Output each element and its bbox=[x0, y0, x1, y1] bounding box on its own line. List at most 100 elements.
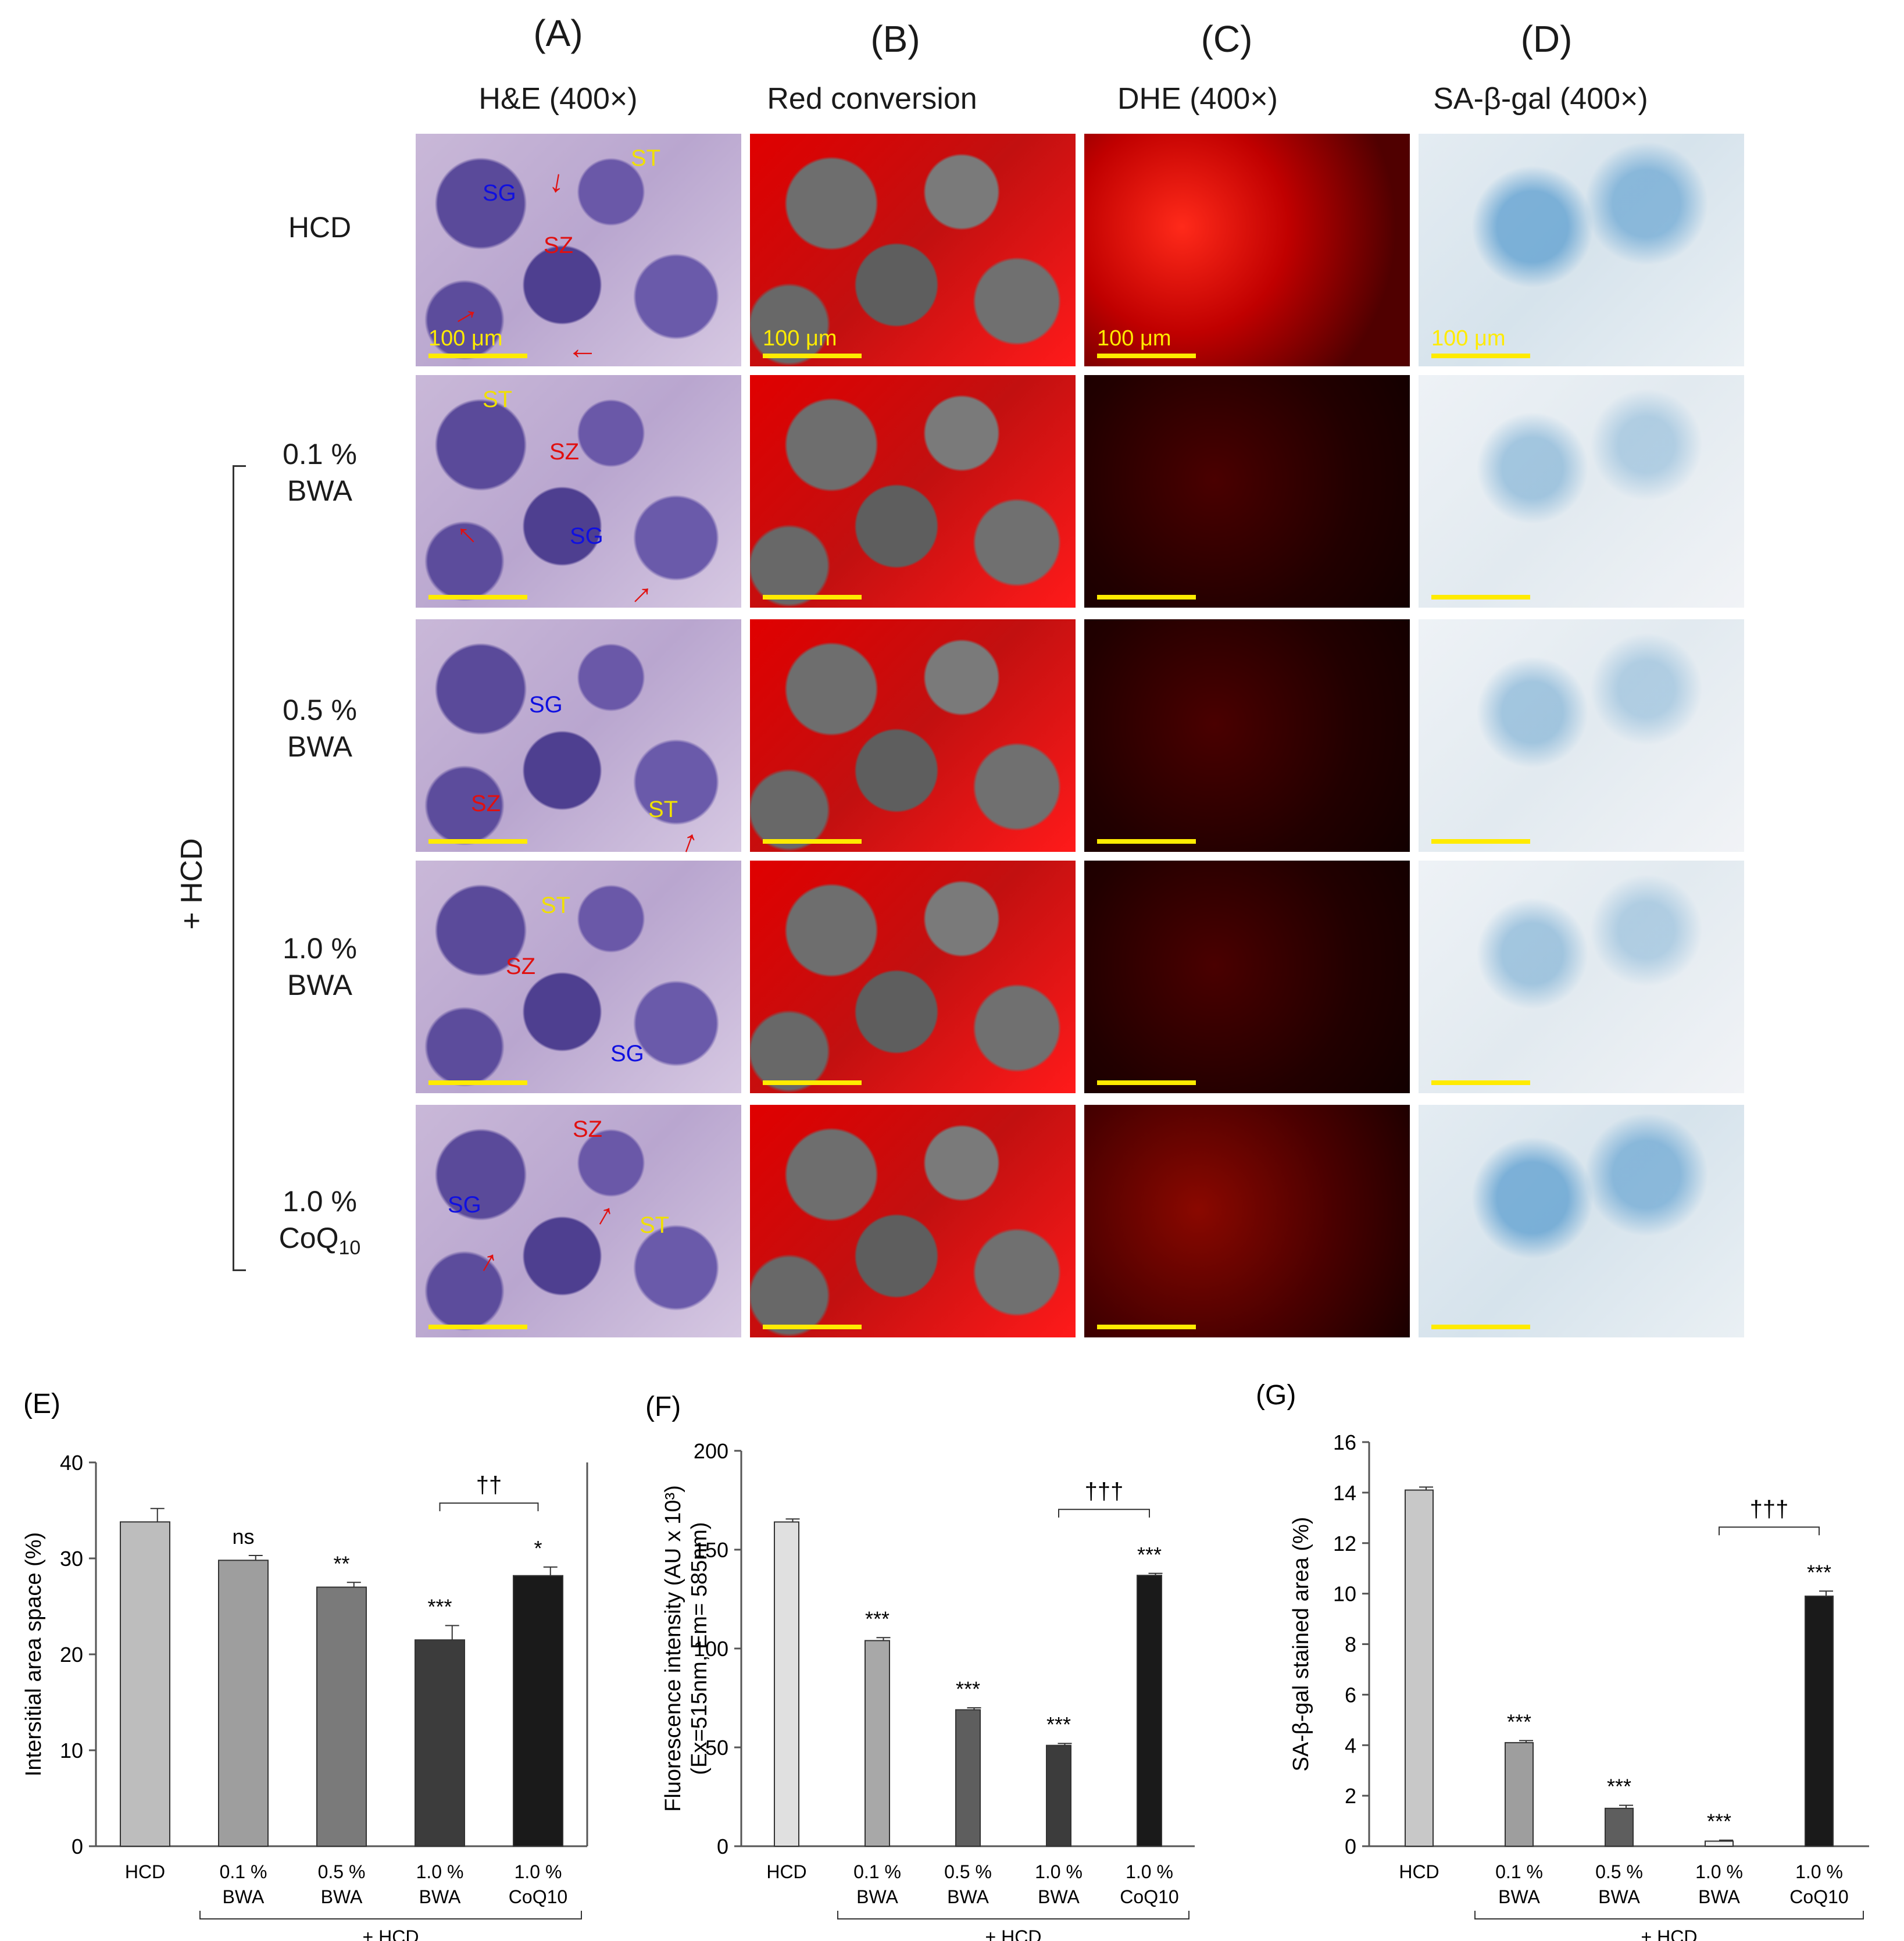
micrograph-sa-beta-gal: 100 μm bbox=[1419, 134, 1744, 366]
bar bbox=[955, 1709, 981, 1847]
x-tick-label: HCD bbox=[125, 1861, 165, 1882]
y-tick-label: 16 bbox=[1333, 1430, 1356, 1454]
y-tick-label: 0 bbox=[717, 1835, 728, 1858]
x-tick-label: BWA bbox=[419, 1886, 461, 1907]
bar bbox=[120, 1521, 170, 1847]
x-tick-label: 0.1 % bbox=[220, 1861, 267, 1882]
micrograph-dhe bbox=[1084, 861, 1410, 1093]
y-tick-label: 100 bbox=[694, 1637, 728, 1661]
x-tick-label: BWA bbox=[1598, 1886, 1640, 1907]
scale-label: 100 μm bbox=[1431, 326, 1506, 351]
y-axis-label: Intersitial area space (%) bbox=[22, 1532, 46, 1776]
scale-bar bbox=[1431, 1080, 1530, 1085]
bar bbox=[1805, 1595, 1834, 1847]
arrow-icon: → bbox=[567, 341, 598, 376]
bar bbox=[513, 1575, 563, 1847]
scale-bar bbox=[1097, 839, 1196, 844]
x-tick-label: 1.0 % bbox=[416, 1861, 464, 1882]
micrograph-red-conversion bbox=[750, 1105, 1076, 1337]
scale-bar bbox=[1097, 1080, 1196, 1085]
row-label-line1: 1.0 % bbox=[283, 932, 357, 965]
arrow-icon: → bbox=[542, 166, 583, 203]
bar bbox=[1505, 1742, 1534, 1847]
group-label: + HCD bbox=[363, 1926, 419, 1941]
scale-bar bbox=[763, 1325, 862, 1329]
scale-bar bbox=[1431, 354, 1530, 358]
x-tick-label: BWA bbox=[1698, 1886, 1740, 1907]
scale-label: 100 μm bbox=[428, 326, 503, 351]
micrograph-sa-beta-gal bbox=[1419, 1105, 1744, 1337]
row-label-line1: HCD bbox=[288, 211, 352, 244]
significance-label: *** bbox=[865, 1607, 890, 1630]
x-tick-label: CoQ10 bbox=[1120, 1886, 1178, 1907]
x-tick-label: HCD bbox=[1399, 1861, 1439, 1882]
bracket-label: ††† bbox=[1085, 1479, 1124, 1504]
tag-sg: SG bbox=[570, 523, 603, 549]
x-tick-label: HCD bbox=[766, 1861, 806, 1882]
row-label-bwa-0-5: 0.5 % BWA bbox=[233, 692, 407, 765]
x-tick-label: 0.5 % bbox=[1595, 1861, 1643, 1882]
y-axis-label: SA-β-gal stained area (%) bbox=[1289, 1517, 1313, 1772]
column-title-sa-beta-gal: SA-β-gal (400×) bbox=[1433, 82, 1648, 116]
scale-bar bbox=[428, 839, 527, 844]
significance-bracket bbox=[1058, 1508, 1150, 1518]
tag-sg: SG bbox=[448, 1192, 481, 1218]
significance-label: *** bbox=[1807, 1560, 1831, 1584]
scale-bar bbox=[428, 1325, 527, 1329]
bar bbox=[865, 1640, 890, 1847]
chart-panel-letter: (G) bbox=[1256, 1380, 1296, 1411]
chart-f: (F) 0 50 100 150 200 Fluorescence intensity (A… bbox=[645, 1391, 1195, 1941]
bracket-label: ††† bbox=[1750, 1496, 1789, 1522]
y-tick-label: 12 bbox=[1333, 1532, 1356, 1555]
significance-label: *** bbox=[956, 1677, 980, 1701]
tag-sz: SZ bbox=[471, 791, 501, 816]
significance-label: *** bbox=[1046, 1712, 1071, 1736]
significance-label: *** bbox=[427, 1595, 452, 1619]
row-label-coq10: 1.0 % CoQ10 bbox=[233, 1183, 407, 1260]
group-bracket bbox=[233, 465, 246, 1271]
bar bbox=[316, 1586, 367, 1847]
scale-bar bbox=[763, 354, 862, 358]
bar bbox=[1405, 1489, 1434, 1847]
group-bracket bbox=[199, 1911, 582, 1919]
scale-bar bbox=[1097, 354, 1196, 358]
bracket-label: †† bbox=[476, 1472, 502, 1498]
significance-label: *** bbox=[1137, 1543, 1162, 1567]
scale-label: 100 μm bbox=[763, 326, 837, 351]
panel-letter-a: (A) bbox=[533, 12, 583, 54]
tag-st: ST bbox=[648, 797, 678, 822]
scale-bar bbox=[1097, 595, 1196, 600]
x-tick-label: BWA bbox=[321, 1886, 363, 1907]
significance-label: ns bbox=[232, 1525, 254, 1548]
y-tick-label: 2 bbox=[1345, 1784, 1356, 1808]
scale-bar bbox=[1097, 1325, 1196, 1329]
micrograph-dhe bbox=[1084, 1105, 1410, 1337]
micrograph-he bbox=[416, 619, 741, 852]
y-tick-label: 150 bbox=[694, 1538, 728, 1562]
chart-panel-letter: (F) bbox=[645, 1391, 681, 1422]
tag-st: ST bbox=[640, 1212, 670, 1238]
tag-st: ST bbox=[483, 387, 513, 412]
panel-letter-c: (C) bbox=[1201, 18, 1253, 60]
x-tick-label: CoQ10 bbox=[509, 1886, 567, 1907]
tag-sz: SZ bbox=[549, 439, 580, 465]
chart-g: (G) 0 2 4 6 8 10 12 14 16 SA-β-gal stained area (%… bbox=[1256, 1380, 1869, 1941]
significance-label: * bbox=[534, 1536, 542, 1560]
bar bbox=[774, 1521, 799, 1847]
x-tick-label: 0.1 % bbox=[1495, 1861, 1543, 1882]
tag-sg: SG bbox=[483, 180, 516, 206]
micrograph-sa-beta-gal bbox=[1419, 619, 1744, 852]
y-tick-label: 20 bbox=[60, 1643, 83, 1667]
x-tick-label: BWA bbox=[947, 1886, 989, 1907]
group-bracket bbox=[1474, 1911, 1864, 1919]
group-label: + HCD bbox=[985, 1926, 1042, 1941]
y-axis-label: Fluorescence intensity (AU x 10³) bbox=[661, 1485, 685, 1812]
row-label-line2: BWA bbox=[287, 968, 353, 1001]
micrograph-red-conversion bbox=[750, 619, 1076, 852]
x-tick-label: BWA bbox=[1038, 1886, 1080, 1907]
tag-st: ST bbox=[631, 145, 661, 171]
micrograph-red-conversion: 100 μm bbox=[750, 134, 1076, 366]
scale-bar bbox=[428, 354, 527, 358]
y-tick-label: 0 bbox=[72, 1835, 83, 1858]
scale-bar bbox=[763, 1080, 862, 1085]
